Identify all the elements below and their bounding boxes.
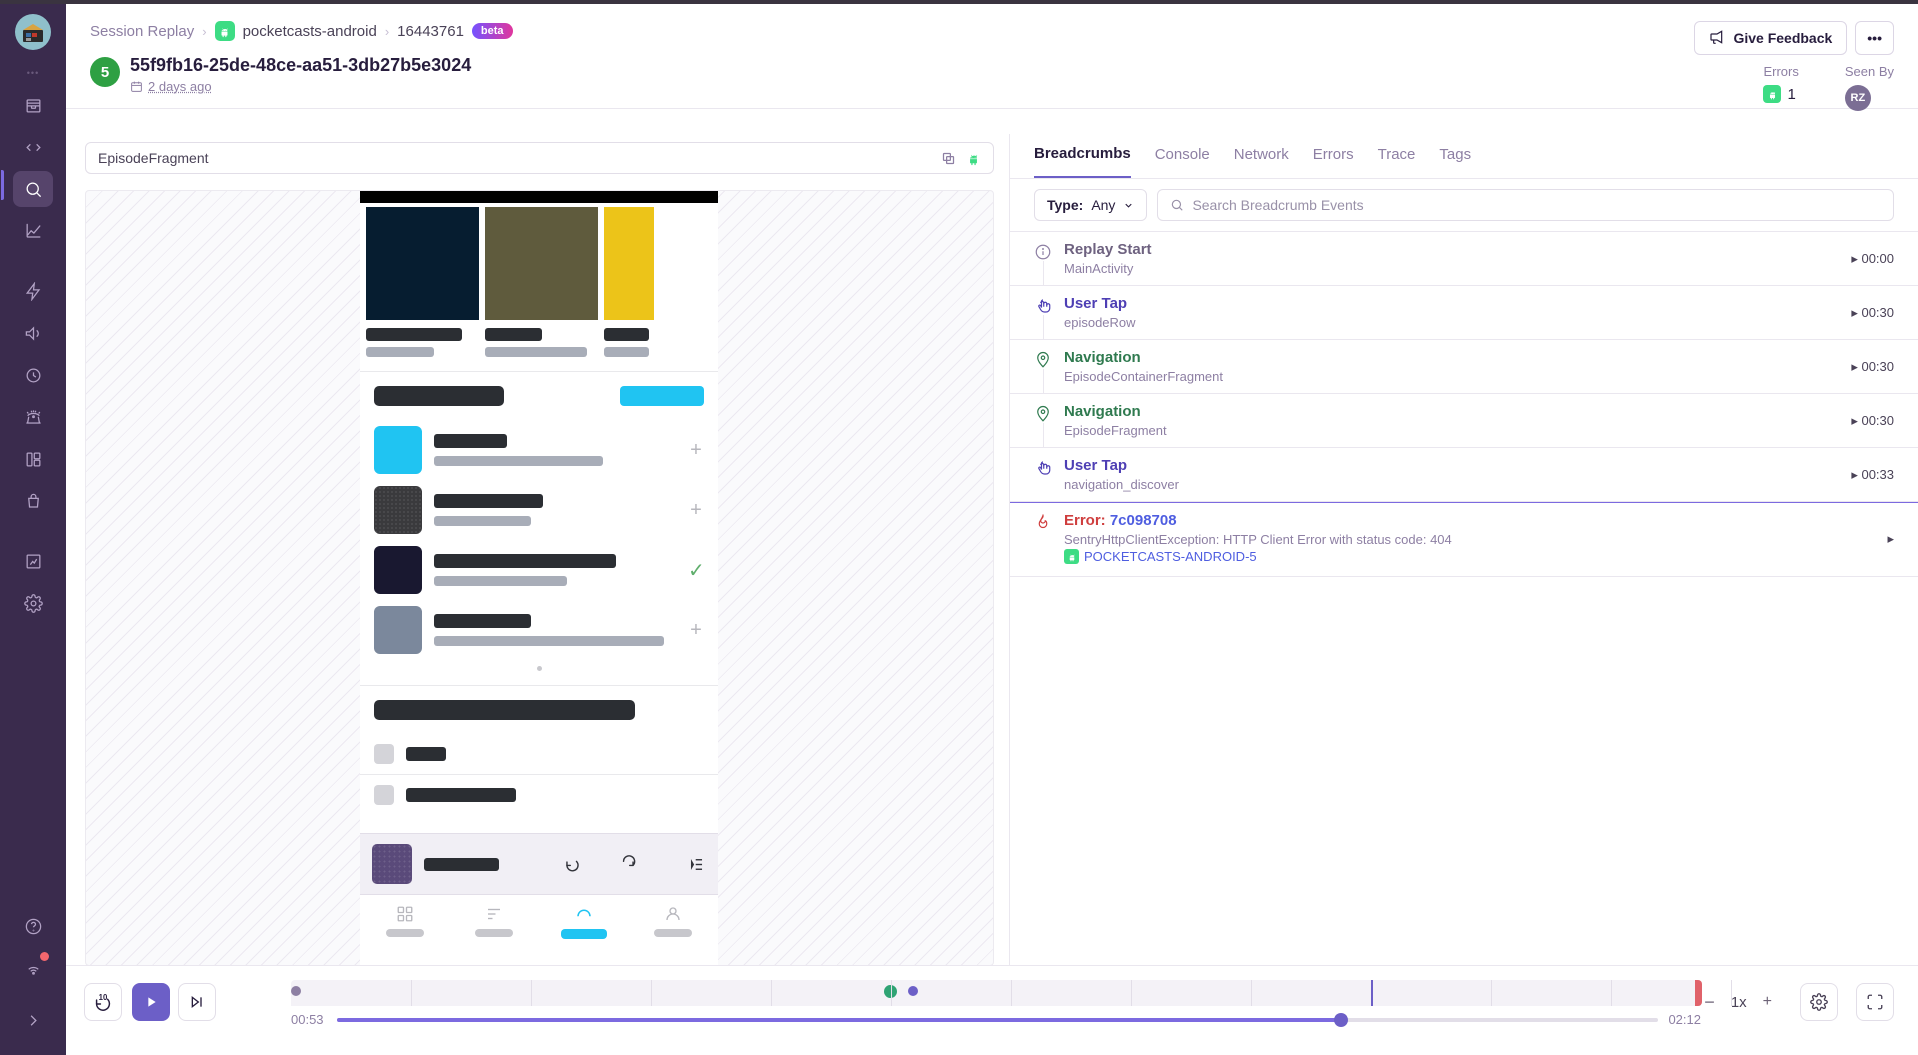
- svg-text:10: 10: [99, 993, 108, 1002]
